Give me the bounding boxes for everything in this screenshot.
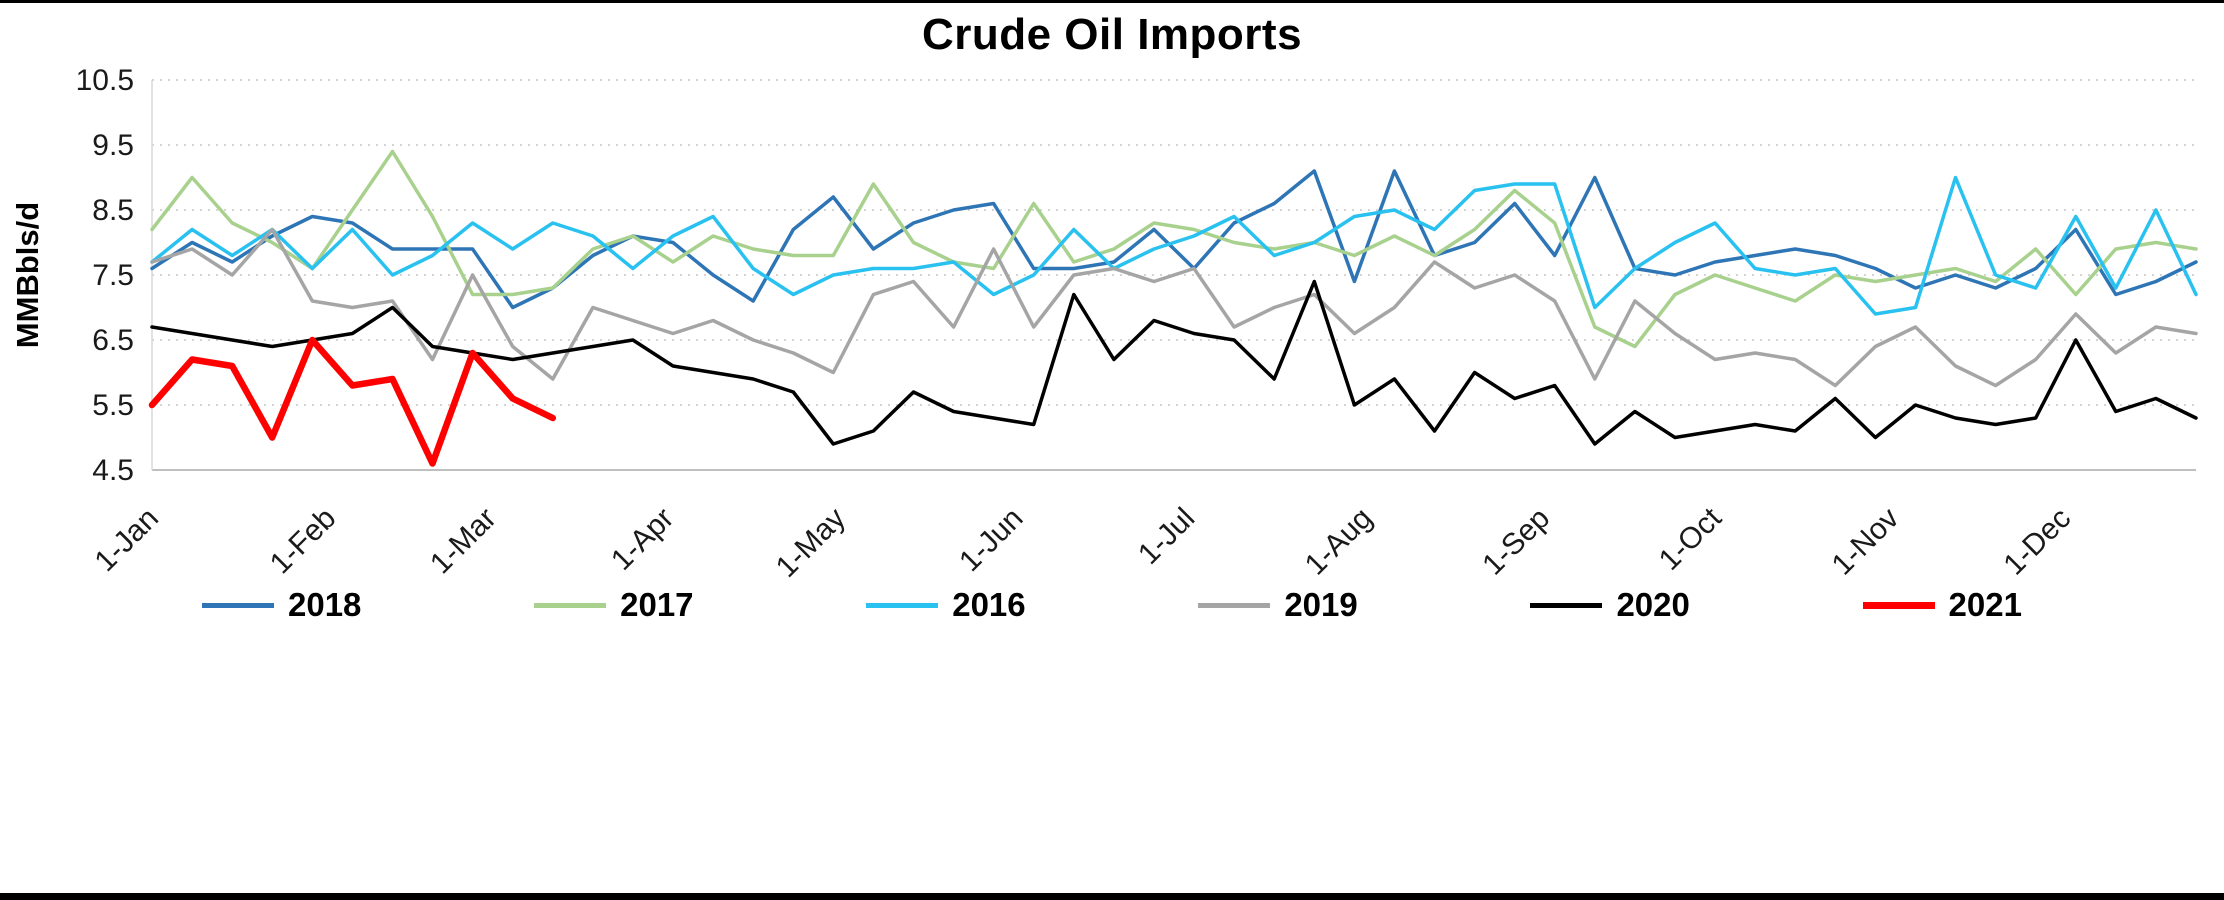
legend-line-swatch-2019 <box>1198 602 1271 608</box>
legend-line-swatch-2017 <box>534 602 607 608</box>
chart-title: Crude Oil Imports <box>921 10 1303 59</box>
series-line-2016 <box>150 175 2198 316</box>
x-tick-label: 1-Aug <box>1299 502 1379 580</box>
x-tick-label: 1-May <box>770 502 852 580</box>
x-tick-label: 1-Dec <box>1997 502 2077 580</box>
legend-line-swatch-2016 <box>866 602 939 608</box>
x-tick-label: 1-Apr <box>605 502 680 577</box>
y-tick-label: 6.5 <box>92 324 134 357</box>
y-tick-label: 4.5 <box>92 454 134 487</box>
series-line-2018 <box>150 169 2198 310</box>
top-border <box>0 0 2224 3</box>
y-tick-label: 10.5 <box>76 64 134 97</box>
x-tick-label: 1-Jan <box>89 502 165 578</box>
legend-item-2016: 2016 <box>866 586 1026 624</box>
x-tick-label: 1-Nov <box>1826 502 1906 580</box>
legend-line-swatch-2021 <box>1862 601 1935 609</box>
y-tick-label: 9.5 <box>92 129 134 162</box>
legend-item-2020: 2020 <box>1530 586 1690 624</box>
legend-line-swatch-2020 <box>1530 602 1603 608</box>
x-tick-label: 1-Sep <box>1476 502 1556 580</box>
x-tick-label: 1-Feb <box>264 502 343 580</box>
legend: 2018 2017 2016 2019 2020 2021 <box>202 586 2022 624</box>
plot-area: MMBbls/d 4.5 5.5 6.5 7.5 8.5 9.5 10.5 1-Jan 1-Fe… <box>10 64 2198 580</box>
x-tick-label: 1-Mar <box>424 502 503 580</box>
legend-label: 2020 <box>1616 586 1690 623</box>
series-line-2019 <box>150 227 2198 388</box>
series-line-2017 <box>150 149 2198 349</box>
legend-label: 2016 <box>952 586 1026 623</box>
legend-label: 2021 <box>1948 586 2022 623</box>
y-axis-title: MMBbls/d <box>10 202 45 348</box>
legend-item-2017: 2017 <box>534 586 694 624</box>
x-tick-label: 1-Jun <box>953 502 1029 578</box>
x-tick-label: 1-Oct <box>1653 501 1729 577</box>
series-line-2020 <box>150 279 2198 446</box>
legend-label: 2017 <box>620 586 694 623</box>
y-tick-label: 7.5 <box>92 259 134 292</box>
legend-label: 2019 <box>1284 586 1358 623</box>
series-line-2021 <box>148 336 557 467</box>
legend-line-swatch-2018 <box>202 602 274 608</box>
legend-item-2021: 2021 <box>1862 586 2022 624</box>
y-tick-label: 5.5 <box>92 389 134 422</box>
bottom-border <box>0 893 2224 900</box>
legend-item-2019: 2019 <box>1198 586 1358 624</box>
legend-item-2018: 2018 <box>202 586 361 624</box>
x-tick-label: 1-Jul <box>1132 502 1201 571</box>
y-tick-label: 8.5 <box>92 194 134 227</box>
legend-label: 2018 <box>288 586 362 623</box>
